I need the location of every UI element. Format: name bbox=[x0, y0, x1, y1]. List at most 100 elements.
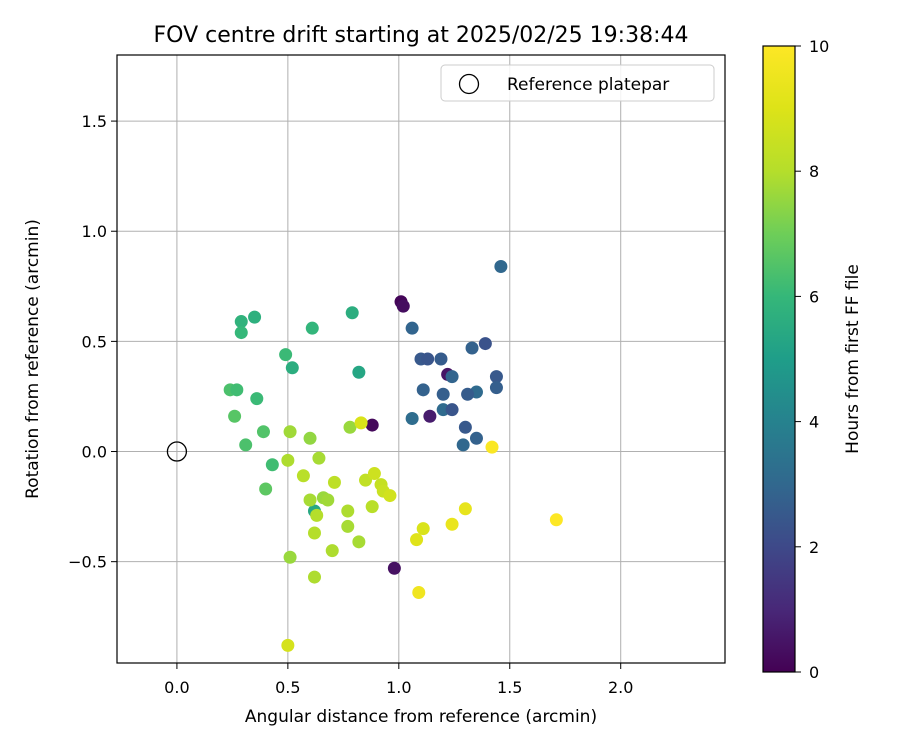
data-point bbox=[494, 259, 508, 273]
data-point bbox=[485, 440, 499, 454]
data-point bbox=[367, 467, 381, 481]
data-point bbox=[228, 409, 242, 423]
data-point bbox=[549, 513, 563, 527]
data-point bbox=[352, 365, 366, 379]
legend: Reference platepar bbox=[440, 64, 715, 102]
colorbar-tick-label: 0 bbox=[809, 663, 819, 682]
data-point bbox=[458, 502, 472, 516]
data-point bbox=[423, 409, 437, 423]
data-point bbox=[256, 425, 270, 439]
data-point bbox=[456, 438, 470, 452]
data-point bbox=[365, 500, 379, 514]
data-point bbox=[412, 586, 426, 600]
data-point bbox=[307, 526, 321, 540]
colorbar-label: Hours from first FF file bbox=[843, 264, 863, 454]
data-point bbox=[383, 489, 397, 503]
y-axis-label: Rotation from reference (arcmin) bbox=[23, 219, 43, 499]
data-point bbox=[434, 352, 448, 366]
data-point bbox=[359, 473, 373, 487]
data-point bbox=[303, 493, 317, 507]
data-point bbox=[478, 337, 492, 351]
data-point bbox=[345, 306, 359, 320]
data-point bbox=[279, 348, 293, 362]
data-point bbox=[250, 392, 264, 406]
y-axis-ticks: −0.5 0.0 0.5 1.0 1.5 bbox=[68, 112, 117, 572]
y-tick-label: 0.0 bbox=[82, 443, 107, 462]
data-point bbox=[234, 315, 248, 329]
legend-box bbox=[440, 64, 715, 102]
data-point bbox=[307, 570, 321, 584]
data-point bbox=[405, 321, 419, 335]
data-point bbox=[312, 451, 326, 465]
legend-reference-marker bbox=[458, 73, 480, 95]
data-point bbox=[416, 383, 430, 397]
data-point bbox=[489, 381, 503, 395]
grid-lines bbox=[117, 55, 725, 663]
data-point bbox=[341, 504, 355, 518]
data-point bbox=[239, 438, 253, 452]
colorbar-tick-label: 10 bbox=[809, 37, 829, 56]
data-point bbox=[343, 420, 357, 434]
reference-platepar-marker bbox=[166, 441, 188, 462]
data-point bbox=[281, 638, 295, 652]
colorbar-tick-label: 4 bbox=[809, 413, 819, 432]
x-tick-label: 0.0 bbox=[164, 678, 189, 697]
data-point bbox=[283, 425, 297, 439]
colorbar-frame bbox=[762, 45, 796, 673]
data-point bbox=[259, 482, 273, 496]
data-point bbox=[281, 453, 295, 467]
data-point bbox=[341, 519, 355, 533]
y-tick-label: 0.5 bbox=[82, 332, 107, 351]
data-point bbox=[405, 411, 419, 425]
data-point bbox=[303, 431, 317, 445]
data-point bbox=[445, 517, 459, 531]
x-tick-label: 0.5 bbox=[275, 678, 300, 697]
scatter-points bbox=[223, 259, 563, 652]
data-point bbox=[416, 522, 430, 536]
y-tick-label: −0.5 bbox=[68, 553, 107, 572]
data-point bbox=[327, 475, 341, 489]
data-point bbox=[234, 326, 248, 340]
y-tick-label: 1.0 bbox=[82, 222, 107, 241]
data-point bbox=[283, 550, 297, 564]
data-point bbox=[458, 420, 472, 434]
data-point bbox=[248, 310, 262, 324]
data-point bbox=[445, 370, 459, 384]
colorbar-gradient bbox=[763, 46, 795, 672]
x-tick-label: 2.0 bbox=[608, 678, 633, 697]
data-point bbox=[310, 508, 324, 522]
data-point bbox=[285, 361, 299, 375]
reference-marker-layer bbox=[166, 441, 188, 462]
data-point bbox=[296, 469, 310, 483]
data-point bbox=[230, 383, 244, 397]
data-point bbox=[469, 431, 483, 445]
data-point bbox=[365, 418, 379, 432]
y-tick-label: 1.5 bbox=[82, 112, 107, 131]
plot-frame bbox=[116, 54, 726, 664]
data-point bbox=[321, 493, 335, 507]
data-point bbox=[352, 535, 366, 549]
chart-title: FOV centre drift starting at 2025/02/25 … bbox=[154, 23, 689, 48]
data-point bbox=[325, 544, 339, 558]
data-point bbox=[436, 387, 450, 401]
data-point bbox=[305, 321, 319, 335]
data-point bbox=[387, 561, 401, 575]
x-tick-label: 1.5 bbox=[497, 678, 522, 697]
colorbar-tick-label: 8 bbox=[809, 162, 819, 181]
colorbar-tick-label: 6 bbox=[809, 287, 819, 306]
x-axis-ticks: 0.0 0.5 1.0 1.5 2.0 bbox=[164, 663, 633, 697]
legend-label-reference-platepar: Reference platepar bbox=[507, 75, 669, 95]
data-point bbox=[445, 403, 459, 417]
data-point bbox=[421, 352, 435, 366]
data-point bbox=[265, 458, 279, 472]
x-tick-label: 1.0 bbox=[386, 678, 411, 697]
data-point bbox=[461, 387, 475, 401]
data-point bbox=[410, 533, 424, 547]
colorbar-ticks: 0 2 4 6 8 10 bbox=[795, 37, 829, 682]
data-point bbox=[489, 370, 503, 384]
colorbar-tick-label: 2 bbox=[809, 538, 819, 557]
data-point bbox=[396, 299, 410, 313]
data-point bbox=[354, 416, 368, 430]
